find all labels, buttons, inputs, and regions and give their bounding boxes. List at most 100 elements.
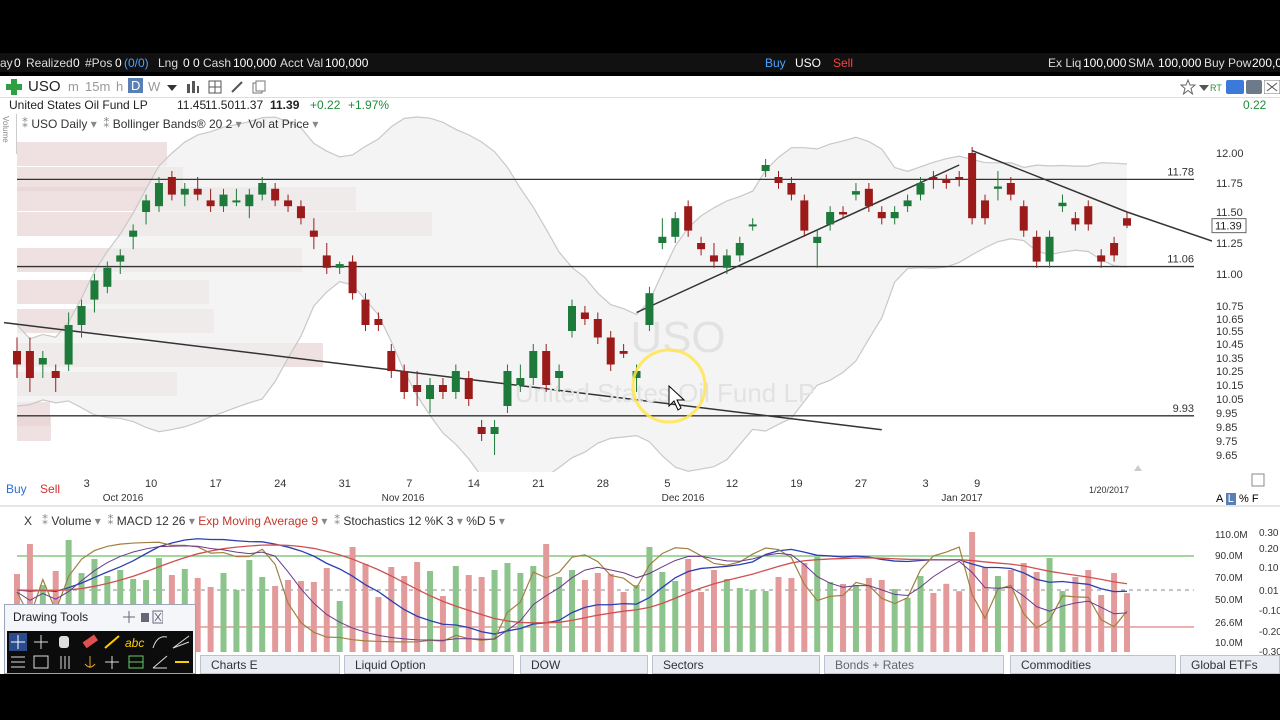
plot-group: USO United States Oil Fund LP [4, 116, 1212, 472]
pos-value: 0 [115, 56, 122, 70]
buy-link[interactable]: Buy [765, 56, 786, 70]
interval-m[interactable]: m [68, 79, 79, 94]
edit-scale-icon[interactable] [1251, 473, 1265, 487]
scroll-end-icon[interactable] [1134, 465, 1142, 471]
legend-macd[interactable]: MACD 12 26 [116, 514, 186, 528]
close-indicators-icon[interactable]: X [24, 514, 33, 528]
bar-chart-icon[interactable] [186, 80, 200, 94]
legend-pctd[interactable]: %D 5 [466, 514, 496, 528]
acct-val-label: Acct Val [280, 56, 324, 70]
plus-tool-icon[interactable] [105, 656, 119, 669]
interval-w[interactable]: W [148, 79, 161, 94]
candle-body [568, 306, 576, 331]
interval-15m[interactable]: 15m [85, 79, 111, 94]
candle-body [671, 218, 680, 237]
exliq-value: 100,000 [1083, 56, 1127, 70]
candle-body [180, 188, 189, 195]
symbol-input[interactable]: USO [28, 78, 61, 95]
hand-tool-icon[interactable] [59, 636, 69, 648]
pitchfork-tool-icon[interactable] [172, 635, 190, 649]
fibonacci-tool-icon[interactable] [152, 636, 168, 649]
side-sell-button[interactable]: Sell [40, 482, 61, 496]
legend-volume[interactable]: Volume [51, 514, 92, 528]
star-icon[interactable] [1180, 79, 1196, 95]
candle-body [206, 200, 215, 207]
pencil-icon[interactable] [230, 80, 244, 94]
date-tick: 9 [974, 478, 980, 490]
crosshair-tool-icon[interactable] [9, 633, 27, 651]
move-icon[interactable] [123, 611, 135, 623]
date-tick: 28 [597, 478, 609, 490]
month-label: Jan 2017 [941, 493, 983, 504]
scale-l-button[interactable]: L [1225, 493, 1236, 505]
scale-a-button[interactable]: A [1216, 493, 1223, 505]
settings-icon[interactable] [1246, 80, 1262, 94]
grid-tool-icon[interactable] [33, 655, 49, 669]
eraser-tool-icon[interactable] [82, 634, 99, 649]
legend-stoch[interactable]: Stochastics 12 %K 3 [343, 514, 454, 528]
add-icon[interactable] [4, 77, 24, 97]
bars-tool-icon[interactable] [60, 656, 70, 669]
study-main[interactable]: USO Daily [31, 117, 88, 131]
candle-body [1032, 236, 1041, 262]
volume-bar [375, 597, 382, 652]
price-chart-panel[interactable]: USO United States Oil Fund LP 12.00 11.75 11… [0, 114, 1280, 512]
tab-sectors[interactable]: Sectors [652, 655, 820, 674]
candle-body [929, 177, 938, 180]
pin-icon[interactable] [141, 613, 149, 622]
channel-tool-icon[interactable] [11, 656, 25, 668]
tab-liquid-option[interactable]: Liquid Option [344, 655, 514, 674]
sma-value: 100,000 [1158, 56, 1202, 70]
tab-global-etfs[interactable]: Global ETFs [1180, 655, 1280, 674]
price-chart[interactable]: USO United States Oil Fund LP 12.00 11.75 11… [0, 114, 1280, 512]
volume-bar [388, 567, 395, 652]
volume-bar [65, 540, 72, 652]
watermark-name: United States Oil Fund LP [515, 378, 816, 408]
volume-bar [581, 580, 588, 652]
angle-tool-icon[interactable] [152, 655, 168, 669]
tab-charts[interactable]: Charts E [200, 655, 340, 674]
grid-icon[interactable] [208, 80, 222, 94]
grid-green-tool-icon[interactable] [128, 655, 144, 669]
study-bollinger[interactable]: Bollinger Bands® 20 2 [112, 117, 233, 131]
interval-d[interactable]: D [128, 78, 144, 93]
volume-bar [1033, 572, 1040, 652]
tab-bonds-rates[interactable]: Bonds + Rates [824, 655, 1004, 674]
text-tool-icon[interactable]: abc [125, 636, 144, 650]
copy-icon[interactable] [252, 80, 266, 94]
tab-dow[interactable]: DOW [520, 655, 648, 674]
date-tick: 14 [468, 478, 480, 490]
interval-dropdown-icon[interactable] [166, 82, 178, 94]
day-label: ay [0, 56, 13, 70]
share-icon[interactable] [1226, 80, 1244, 94]
line-tool-icon[interactable] [104, 635, 120, 649]
legend-ema[interactable]: Exp Moving Average 9 [198, 514, 319, 528]
candle-body [51, 371, 60, 378]
price-tick: 10.65 [1216, 314, 1244, 326]
study-vap[interactable]: Vol at Price [248, 117, 310, 131]
trend-line [4, 321, 882, 431]
close-window-icon[interactable] [1264, 80, 1280, 94]
quote-low: 11.37 [234, 98, 264, 112]
side-buy-button[interactable]: Buy [6, 482, 27, 496]
sell-link[interactable]: Sell [833, 56, 854, 70]
scale-f-button[interactable]: F [1251, 493, 1259, 505]
close-drawing-tools-icon[interactable] [152, 610, 163, 624]
side-volume-tab[interactable]: Volume [0, 114, 17, 154]
scale-pct-button[interactable]: % [1238, 493, 1249, 505]
cursor-tool-icon[interactable] [34, 635, 48, 649]
chevron-down-icon[interactable] [1198, 82, 1210, 94]
candle-body [890, 212, 899, 219]
trend-line [971, 149, 1128, 213]
candle-body [413, 385, 422, 392]
quote-pct: +1.97% [348, 98, 390, 112]
tab-commodities[interactable]: Commodities [1010, 655, 1176, 674]
volume-bar [1111, 573, 1118, 652]
macd-tick: -0.30 [1259, 647, 1280, 658]
date-tick: 3 [923, 478, 929, 490]
price-tick: 10.75 [1216, 301, 1244, 313]
volume-tick: 10.0M [1215, 638, 1243, 649]
month-label: Oct 2016 [103, 493, 144, 504]
anchor-tool-icon[interactable] [84, 656, 96, 668]
interval-h[interactable]: h [116, 79, 124, 94]
